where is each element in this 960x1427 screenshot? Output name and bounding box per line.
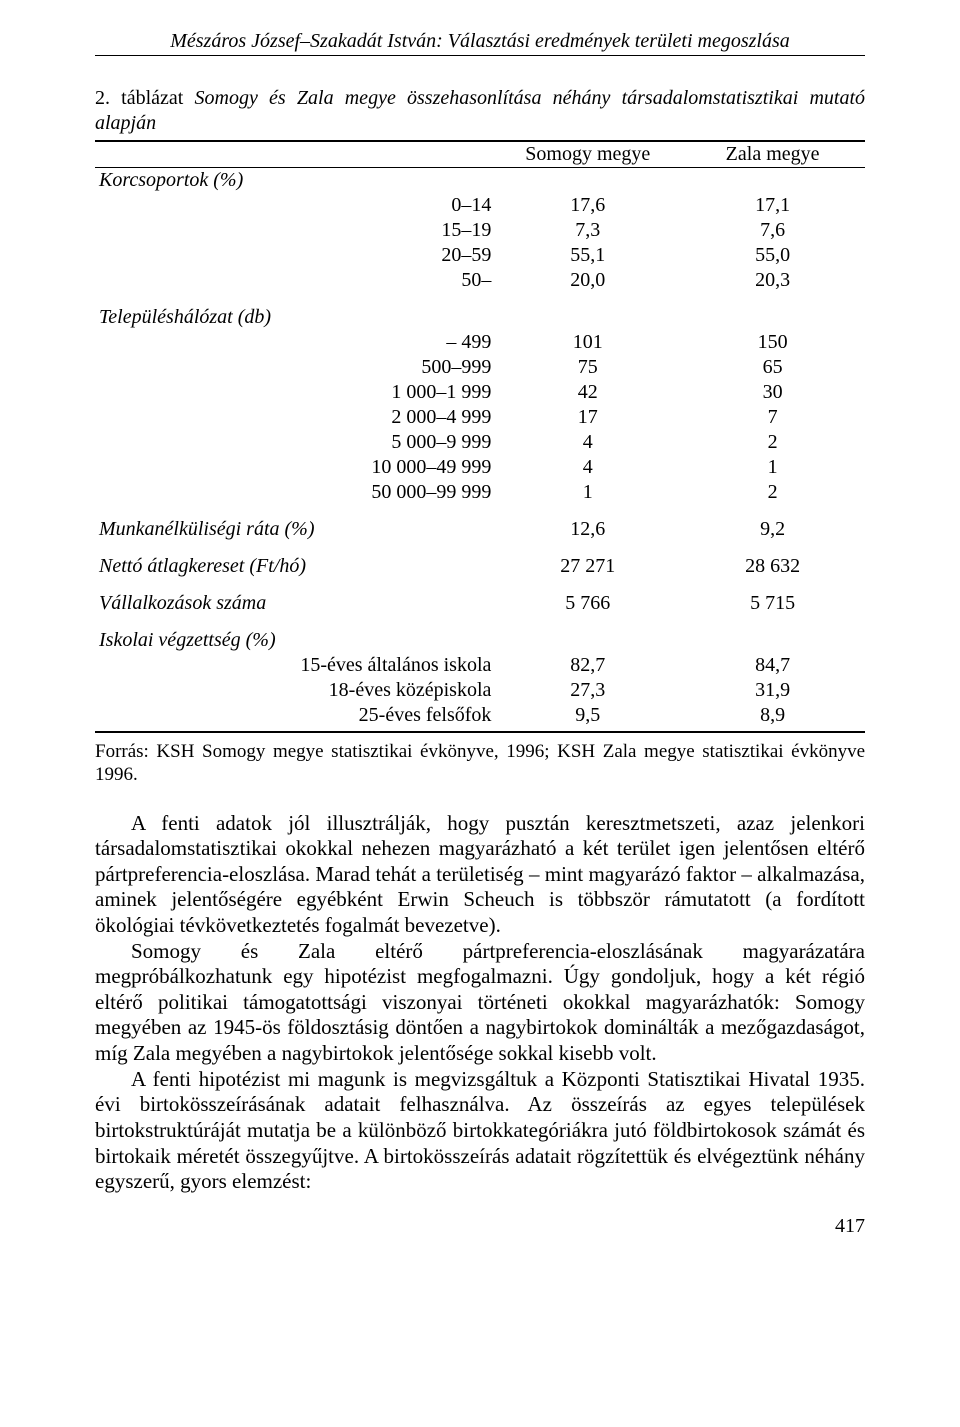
col-header-zala: Zala megye xyxy=(680,141,865,168)
table-row: 15–19 7,3 7,6 xyxy=(95,218,865,243)
body-paragraph: Somogy és Zala eltérő pártpreferencia-el… xyxy=(95,939,865,1067)
row-label: 2 000–4 999 xyxy=(95,405,495,430)
table-row: Nettó átlagkereset (Ft/hó) 27 271 28 632 xyxy=(95,554,865,579)
section-label: Iskolai végzettség (%) xyxy=(95,628,865,653)
cell-value: 7 xyxy=(680,405,865,430)
cell-value: 20,0 xyxy=(495,268,680,293)
cell-value: 7,3 xyxy=(495,218,680,243)
cell-value: 2 xyxy=(680,480,865,505)
cell-value: 55,0 xyxy=(680,243,865,268)
table-row: – 499 101 150 xyxy=(95,330,865,355)
cell-value: 31,9 xyxy=(680,678,865,703)
row-label: 15–19 xyxy=(95,218,495,243)
row-label: 10 000–49 999 xyxy=(95,455,495,480)
cell-value: 84,7 xyxy=(680,653,865,678)
comparison-table: Somogy megye Zala megye Korcsoportok (%)… xyxy=(95,140,865,733)
row-label: – 499 xyxy=(95,330,495,355)
row-label: 50 000–99 999 xyxy=(95,480,495,505)
row-label: 0–14 xyxy=(95,193,495,218)
running-header: Mészáros József–Szakadát István: Választ… xyxy=(95,30,865,56)
cell-value: 150 xyxy=(680,330,865,355)
table-row: 1 000–1 999 42 30 xyxy=(95,380,865,405)
spacer-row xyxy=(95,579,865,591)
section-label: Településhálózat (db) xyxy=(95,305,865,330)
cell-value: 27,3 xyxy=(495,678,680,703)
cell-value: 8,9 xyxy=(680,703,865,732)
spacer-row xyxy=(95,505,865,517)
cell-value: 17,6 xyxy=(495,193,680,218)
cell-value: 27 271 xyxy=(495,554,680,579)
table-header-row: Somogy megye Zala megye xyxy=(95,141,865,168)
cell-value: 9,5 xyxy=(495,703,680,732)
caption-lead: 2. táblázat xyxy=(95,87,195,109)
table-row: 50 000–99 999 1 2 xyxy=(95,480,865,505)
body-paragraph: A fenti adatok jól illusztrálják, hogy p… xyxy=(95,811,865,939)
table-bottom-rule xyxy=(95,732,865,733)
col-header-blank xyxy=(95,141,495,168)
page-number: 417 xyxy=(95,1215,865,1238)
cell-value: 12,6 xyxy=(495,517,680,542)
table-section-row: Korcsoportok (%) xyxy=(95,168,865,194)
row-label: 15-éves általános iskola xyxy=(95,653,495,678)
row-label: Nettó átlagkereset (Ft/hó) xyxy=(95,554,495,579)
cell-value: 4 xyxy=(495,455,680,480)
row-label: Munkanélküliségi ráta (%) xyxy=(95,517,495,542)
cell-value: 4 xyxy=(495,430,680,455)
cell-value: 9,2 xyxy=(680,517,865,542)
cell-value: 42 xyxy=(495,380,680,405)
cell-value: 65 xyxy=(680,355,865,380)
page-container: Mészáros József–Szakadát István: Választ… xyxy=(0,0,960,1268)
cell-value: 28 632 xyxy=(680,554,865,579)
cell-value: 17,1 xyxy=(680,193,865,218)
table-source: Forrás: KSH Somogy megye statisztikai év… xyxy=(95,741,865,787)
table-row: 50– 20,0 20,3 xyxy=(95,268,865,293)
spacer-row xyxy=(95,542,865,554)
spacer-row xyxy=(95,616,865,628)
table-caption: 2. táblázat Somogy és Zala megye összeha… xyxy=(95,86,865,136)
table-row: 0–14 17,6 17,1 xyxy=(95,193,865,218)
col-header-somogy: Somogy megye xyxy=(495,141,680,168)
row-label: Vállalkozások száma xyxy=(95,591,495,616)
table-row: 10 000–49 999 4 1 xyxy=(95,455,865,480)
cell-value: 20,3 xyxy=(680,268,865,293)
cell-value: 5 715 xyxy=(680,591,865,616)
table-row: 5 000–9 999 4 2 xyxy=(95,430,865,455)
spacer-row xyxy=(95,293,865,305)
table-section-row: Településhálózat (db) xyxy=(95,305,865,330)
body-paragraph: A fenti hipotézist mi magunk is megvizsg… xyxy=(95,1067,865,1195)
cell-value: 1 xyxy=(495,480,680,505)
cell-value: 2 xyxy=(680,430,865,455)
cell-value: 30 xyxy=(680,380,865,405)
cell-value: 82,7 xyxy=(495,653,680,678)
table-row: Munkanélküliségi ráta (%) 12,6 9,2 xyxy=(95,517,865,542)
section-label: Korcsoportok (%) xyxy=(95,168,865,194)
row-label: 20–59 xyxy=(95,243,495,268)
cell-value: 55,1 xyxy=(495,243,680,268)
cell-value: 7,6 xyxy=(680,218,865,243)
cell-value: 101 xyxy=(495,330,680,355)
row-label: 25-éves felsőfok xyxy=(95,703,495,732)
row-label: 1 000–1 999 xyxy=(95,380,495,405)
table-row: 25-éves felsőfok 9,5 8,9 xyxy=(95,703,865,732)
table-row: 500–999 75 65 xyxy=(95,355,865,380)
table-row: 20–59 55,1 55,0 xyxy=(95,243,865,268)
table-row: 18-éves középiskola 27,3 31,9 xyxy=(95,678,865,703)
caption-title: Somogy és Zala megye összehasonlítása né… xyxy=(95,87,865,134)
row-label: 500–999 xyxy=(95,355,495,380)
cell-value: 75 xyxy=(495,355,680,380)
row-label: 5 000–9 999 xyxy=(95,430,495,455)
table-row: 2 000–4 999 17 7 xyxy=(95,405,865,430)
table-row: 15-éves általános iskola 82,7 84,7 xyxy=(95,653,865,678)
row-label: 18-éves középiskola xyxy=(95,678,495,703)
cell-value: 1 xyxy=(680,455,865,480)
cell-value: 17 xyxy=(495,405,680,430)
cell-value: 5 766 xyxy=(495,591,680,616)
row-label: 50– xyxy=(95,268,495,293)
table-section-row: Iskolai végzettség (%) xyxy=(95,628,865,653)
table-row: Vállalkozások száma 5 766 5 715 xyxy=(95,591,865,616)
